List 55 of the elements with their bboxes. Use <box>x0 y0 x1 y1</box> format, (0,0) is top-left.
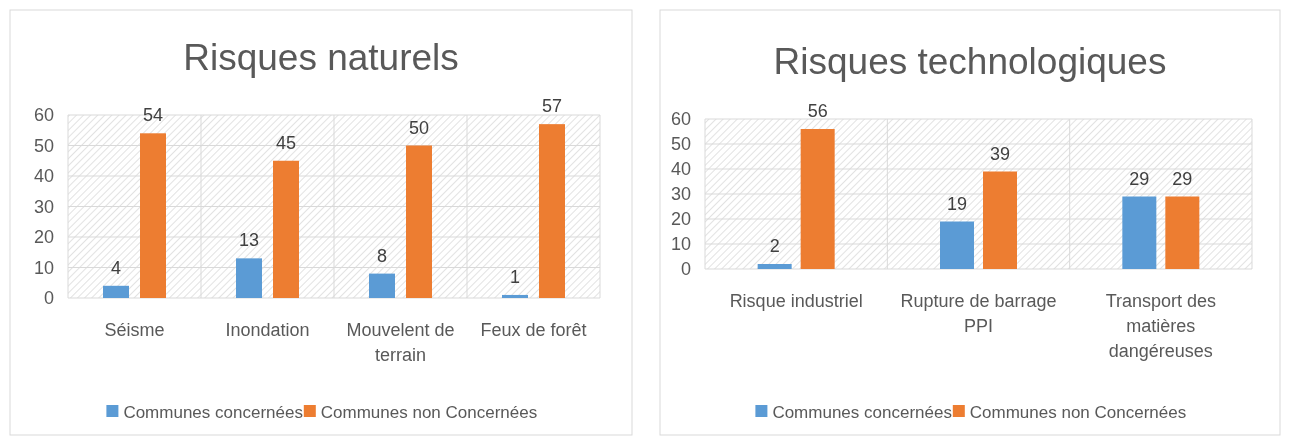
bar <box>236 258 262 298</box>
data-label: 19 <box>946 193 968 214</box>
legend-label: Communes concernées <box>123 402 303 422</box>
data-label: 4 <box>110 257 122 278</box>
data-label: 1 <box>509 266 521 287</box>
x-tick-label: Inondation <box>225 320 310 340</box>
bar <box>502 294 528 298</box>
y-tick-label: 50 <box>670 134 691 155</box>
y-tick-label: 0 <box>680 259 691 280</box>
chart-title: Risques naturels <box>183 37 459 78</box>
data-label: 29 <box>1129 168 1150 189</box>
y-tick-label: 60 <box>33 105 54 126</box>
bar <box>103 285 129 298</box>
y-tick-label: 40 <box>33 166 54 187</box>
data-label: 57 <box>541 96 563 117</box>
data-label: 45 <box>275 132 297 153</box>
bar <box>1165 196 1200 269</box>
x-tick-label: Séisme <box>104 320 165 340</box>
y-tick-label: 20 <box>670 209 691 230</box>
y-tick-label: 40 <box>670 159 691 180</box>
data-label: 39 <box>989 143 1011 164</box>
bar <box>369 273 395 298</box>
y-tick-label: 20 <box>33 227 54 248</box>
bar <box>539 124 565 298</box>
x-tick-label: Transport des matières dangéreuses <box>1105 291 1217 361</box>
data-label: 50 <box>408 117 430 138</box>
x-tick-label: Mouvelent de terrain <box>346 320 455 365</box>
data-label: 29 <box>1172 168 1193 189</box>
data-label: 54 <box>142 105 164 126</box>
y-tick-label: 10 <box>670 234 691 255</box>
y-tick-label: 60 <box>670 109 691 130</box>
bar <box>406 145 432 298</box>
bar <box>800 129 835 269</box>
bar <box>983 171 1017 269</box>
y-tick-label: 30 <box>33 196 54 217</box>
y-tick-label: 10 <box>33 257 54 278</box>
data-label: 8 <box>376 245 388 266</box>
y-tick-label: 0 <box>43 288 54 309</box>
data-label: 56 <box>807 101 828 121</box>
bar <box>757 264 792 269</box>
bar <box>140 133 166 298</box>
data-label: 13 <box>238 230 260 251</box>
y-tick-label: 50 <box>33 135 54 156</box>
bar <box>1122 196 1157 269</box>
chart-title: Risques technologiques <box>773 41 1167 82</box>
bar <box>273 160 299 298</box>
legend-label: Communes concernées <box>772 402 952 422</box>
data-label: 2 <box>769 236 780 256</box>
y-tick-label: 30 <box>670 184 691 205</box>
x-tick-label: Risque industriel <box>729 291 863 311</box>
x-tick-label: Feux de forêt <box>480 320 587 340</box>
bar <box>940 221 974 269</box>
x-tick-label: Rupture de barrage PPI <box>900 291 1057 336</box>
legend-label: Communes non Concernées <box>969 402 1187 422</box>
legend-label: Communes non Concernées <box>320 402 538 422</box>
